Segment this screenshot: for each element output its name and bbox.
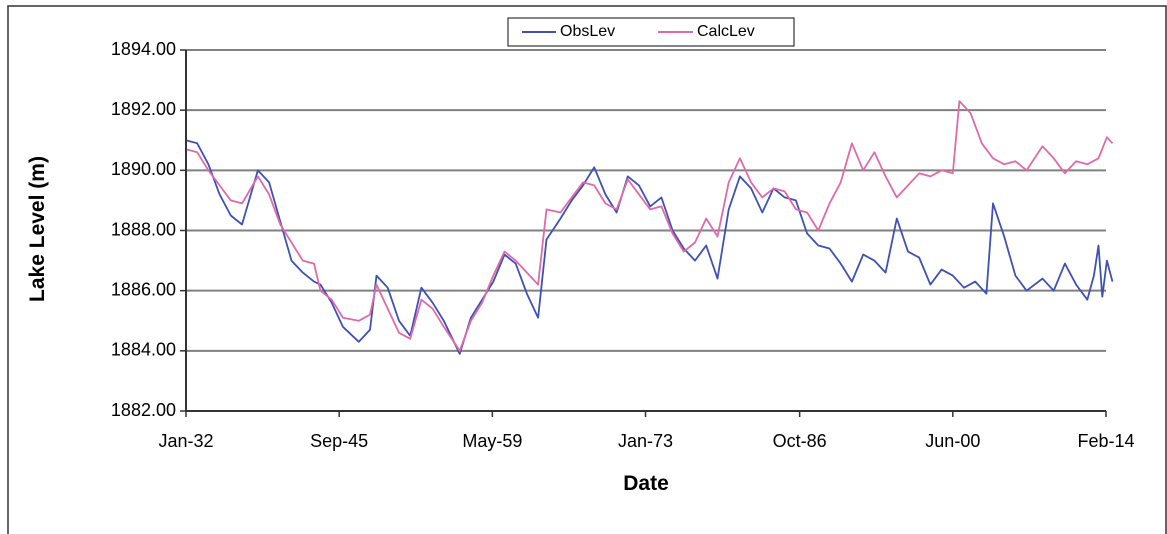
series-line-calclev: [185, 100, 1114, 352]
axes: [180, 49, 1107, 417]
y-tick-label: 1886.00: [111, 279, 176, 299]
gridlines: [186, 49, 1106, 352]
y-tick-label: 1894.00: [111, 39, 176, 59]
legend-label-calclev: CalcLev: [697, 23, 755, 40]
y-axis-title: Lake Level (m): [26, 156, 49, 302]
series-line-obslev: [185, 139, 1114, 355]
y-tick-label: 1892.00: [111, 99, 176, 119]
x-tick-label: May-59: [462, 431, 522, 451]
x-axis-title: Date: [623, 472, 669, 495]
legend: ObsLev CalcLev: [507, 17, 795, 47]
legend-label-obslev: ObsLev: [560, 23, 615, 40]
x-tick-label: Jan-73: [618, 431, 673, 451]
x-tick-label: Jun-00: [925, 431, 980, 451]
x-tick-label: Jan-32: [158, 431, 213, 451]
y-tick-label: 1884.00: [111, 340, 176, 360]
y-tick-label: 1888.00: [111, 219, 176, 239]
x-tick-labels: Jan-32 Sep-45 May-59 Jan-73 Oct-86 Jun-00 Feb-…: [158, 431, 1134, 451]
chart-frame: [7, 5, 1167, 534]
x-tick-label: Feb-14: [1077, 431, 1134, 451]
y-tick-labels: 1882.00 1884.00 1886.00 1888.00 1890.00 1892.…: [111, 39, 176, 420]
x-tick-label: Sep-45: [310, 431, 368, 451]
x-tick-label: Oct-86: [773, 431, 827, 451]
y-tick-label: 1882.00: [111, 400, 176, 420]
series-layer: [185, 100, 1114, 355]
y-tick-label: 1890.00: [111, 159, 176, 179]
